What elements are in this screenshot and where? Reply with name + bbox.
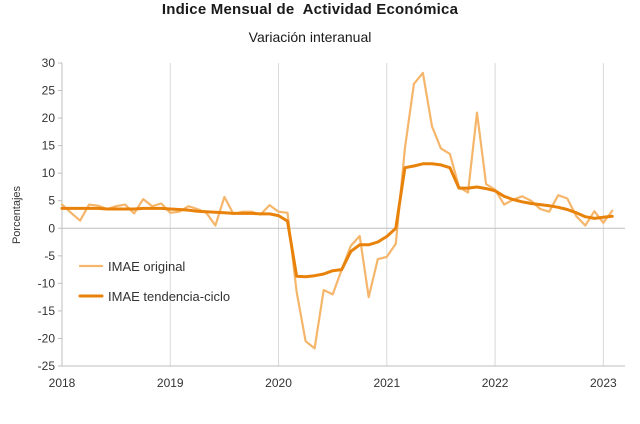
y-axis-label: Porcentajes — [11, 185, 23, 244]
y-tick-label: 0 — [48, 221, 55, 235]
legend-label-imae-original: IMAE original — [108, 259, 185, 274]
y-tick-label: -15 — [38, 304, 56, 318]
x-tick-label: 2022 — [482, 376, 509, 390]
y-tick-label: 15 — [42, 139, 56, 153]
x-tick-label: 2020 — [265, 376, 292, 390]
legend-label-imae-tendencia-ciclo: IMAE tendencia-ciclo — [108, 289, 230, 304]
y-tick-label: 30 — [42, 56, 56, 70]
y-tick-label: 20 — [42, 111, 56, 125]
axis-layer: 2018 2019 2020 2021 2022 2023 -25 -20 -15 -10 -5 0 5… — [38, 56, 625, 390]
y-tick-label: 25 — [42, 84, 56, 98]
legend: IMAE original IMAE tendencia-ciclo — [78, 259, 230, 304]
y-tick-label: -10 — [38, 276, 56, 290]
y-tick-label: 5 — [48, 194, 55, 208]
y-tick-label: -20 — [38, 331, 56, 345]
y-tick-label: -25 — [38, 359, 56, 373]
x-tick-label: 2018 — [49, 376, 76, 390]
series-layer — [60, 71, 614, 350]
y-tick-label: 10 — [42, 166, 56, 180]
x-tick-label: 2019 — [157, 376, 184, 390]
series-line-imae-tendencia-ciclo — [60, 162, 614, 279]
y-tick-label: -5 — [44, 249, 55, 263]
series-line-imae-original — [60, 71, 614, 350]
chart-title: Indice Mensual de Actividad Económica — [161, 1, 459, 18]
x-tick-label: 2023 — [590, 376, 617, 390]
chart-subtitle: Variación interanual — [248, 29, 372, 45]
x-tick-label: 2021 — [373, 376, 400, 390]
grid-layer — [61, 63, 604, 366]
